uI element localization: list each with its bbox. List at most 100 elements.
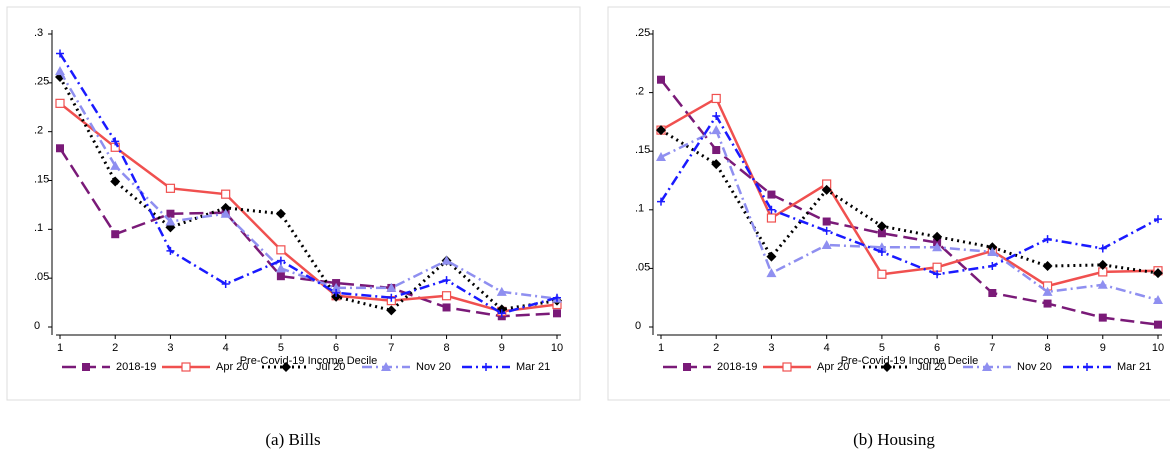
x-tick-label: 7	[388, 342, 394, 354]
y-tick-label: .05	[34, 271, 49, 283]
data-point	[766, 251, 777, 262]
legend-marker	[782, 362, 792, 372]
data-point	[988, 289, 997, 298]
data-point	[877, 229, 886, 238]
x-tick-label: 10	[1152, 342, 1164, 354]
y-tick-label: .25	[34, 76, 49, 88]
data-point	[822, 226, 831, 235]
y-tick-label: .2	[34, 125, 43, 137]
legend-label: Nov 20	[1017, 361, 1052, 373]
data-point	[442, 276, 451, 285]
data-point	[553, 293, 561, 302]
data-point	[166, 209, 175, 218]
data-point	[657, 197, 665, 206]
x-tick-label: 4	[824, 342, 830, 354]
series-line	[58, 76, 558, 313]
data-point	[1042, 286, 1053, 296]
y-tick-label: 0	[34, 320, 40, 332]
data-point	[932, 231, 943, 242]
legend-label: 2018-19	[717, 361, 757, 373]
data-point	[55, 66, 65, 76]
series-line	[660, 96, 1159, 288]
legend-label: Apr 20	[817, 361, 849, 373]
legend-label: Mar 21	[1117, 361, 1151, 373]
data-point	[496, 286, 507, 296]
y-tick-label: 0	[635, 320, 641, 332]
data-point	[1098, 313, 1107, 322]
data-point	[275, 208, 286, 219]
x-tick-label: 5	[278, 342, 284, 354]
data-point	[111, 137, 120, 146]
data-point	[111, 230, 120, 239]
data-point	[1043, 235, 1052, 244]
x-tick-label: 9	[499, 342, 505, 354]
legend-marker	[381, 362, 391, 371]
data-point	[386, 282, 397, 292]
data-point	[220, 202, 231, 213]
data-point	[276, 272, 285, 281]
legend-marker	[482, 363, 490, 371]
x-tick-label: 9	[1100, 342, 1106, 354]
series-line	[58, 70, 558, 300]
data-point	[56, 49, 64, 58]
data-point	[656, 125, 666, 136]
data-point	[1153, 295, 1163, 305]
data-point	[1154, 320, 1162, 329]
data-point	[387, 293, 396, 302]
data-point	[276, 256, 285, 265]
legend-marker	[1083, 363, 1091, 371]
data-point	[767, 205, 776, 214]
legend-label: Mar 21	[516, 361, 550, 373]
series-line	[58, 52, 558, 315]
x-tick-label: 3	[768, 342, 774, 354]
data-point	[821, 239, 832, 249]
x-tick-label: 1	[658, 342, 664, 354]
legend-label: 2018-19	[116, 361, 156, 373]
x-tick-label: 6	[333, 342, 339, 354]
y-tick-label: .15	[635, 144, 650, 156]
x-tick-label: 8	[443, 342, 449, 354]
data-point	[712, 146, 721, 155]
data-point	[988, 262, 997, 271]
data-point	[766, 268, 777, 278]
y-tick-label: .3	[34, 27, 43, 39]
legend-label: Jul 20	[316, 361, 345, 373]
legend-label: Apr 20	[216, 361, 248, 373]
legend-label: Nov 20	[416, 361, 451, 373]
x-tick-label: 8	[1044, 342, 1050, 354]
data-point	[821, 184, 832, 195]
data-point	[553, 309, 561, 318]
panel-frame	[607, 6, 1170, 401]
y-tick-label: .1	[635, 203, 644, 215]
data-point	[876, 221, 887, 232]
data-point	[442, 303, 451, 312]
legend-marker	[882, 362, 892, 372]
data-point	[165, 183, 176, 193]
x-tick-label: 10	[551, 342, 563, 354]
data-point	[932, 262, 942, 272]
x-axis-label: Pre-Covid-19 Income Decile	[841, 355, 979, 367]
data-point	[711, 93, 721, 104]
x-tick-label: 6	[934, 342, 940, 354]
data-point	[441, 291, 452, 301]
data-point	[876, 242, 887, 252]
data-point	[1153, 268, 1163, 279]
x-tick-label: 2	[713, 342, 719, 354]
data-point	[331, 282, 342, 292]
data-point	[497, 309, 506, 318]
data-point	[110, 160, 121, 170]
data-point	[1097, 279, 1108, 289]
data-point	[275, 263, 286, 273]
data-point	[386, 305, 397, 316]
data-point	[441, 255, 452, 265]
data-point	[165, 216, 176, 226]
data-point	[1042, 261, 1053, 272]
data-point	[1098, 244, 1107, 253]
series-line	[660, 128, 1159, 302]
y-tick-label: .1	[34, 222, 43, 234]
data-point	[656, 152, 666, 162]
data-point	[166, 246, 175, 255]
data-point	[1154, 215, 1162, 224]
legend-label: Jul 20	[917, 361, 946, 373]
